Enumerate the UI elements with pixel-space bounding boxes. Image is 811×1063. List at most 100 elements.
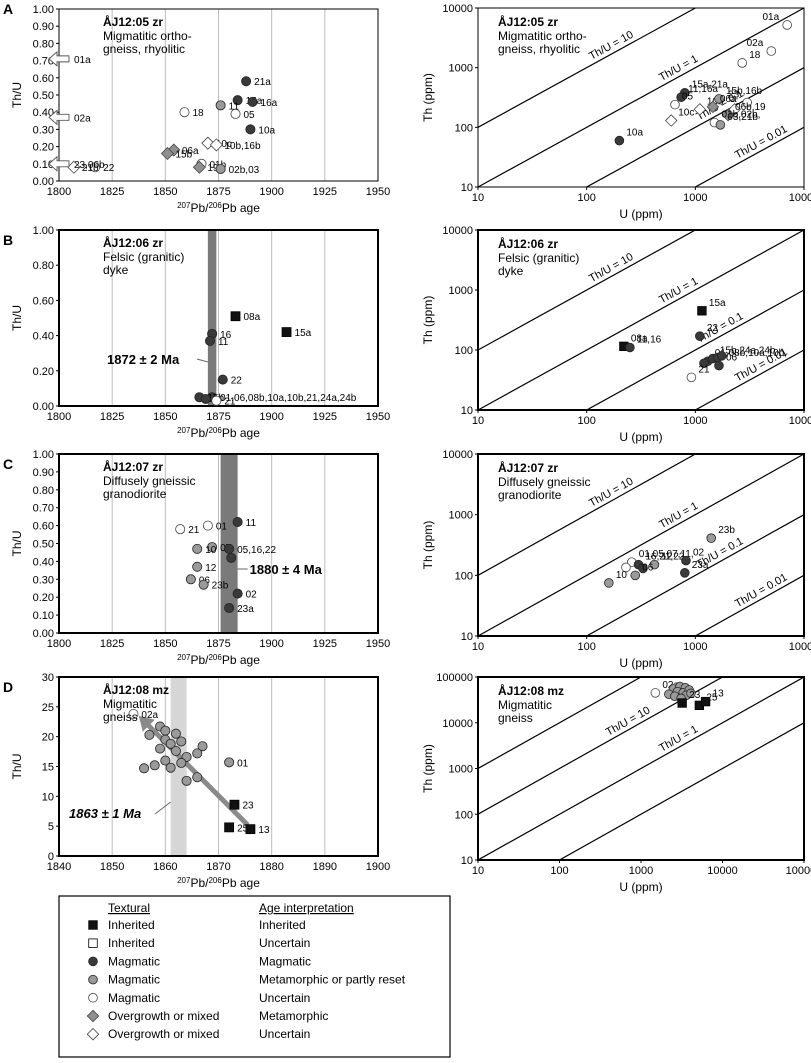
x-tick-label: 1925 bbox=[313, 638, 337, 650]
marker-circle-gray bbox=[160, 725, 171, 736]
ratio-lines bbox=[478, 230, 804, 410]
marker-circle-gray bbox=[176, 757, 187, 768]
y-tick-label: 1000 bbox=[449, 63, 473, 75]
ratio-line bbox=[694, 126, 804, 187]
y-tick-label: 100 bbox=[455, 809, 473, 821]
marker-circle-white bbox=[650, 688, 661, 698]
point-label: 01b,02b, bbox=[721, 110, 760, 121]
x-axis-label: U (ppm) bbox=[619, 880, 662, 894]
point-label: 06 bbox=[642, 562, 654, 573]
legend-row: Magmatic Uncertain bbox=[88, 991, 310, 1005]
y-tick-label: 10000 bbox=[442, 718, 473, 730]
point-label: 23a bbox=[692, 560, 709, 571]
y-axis-label: Th/U bbox=[10, 753, 24, 779]
trend-arrow-head bbox=[138, 715, 155, 732]
x-tick-label: 1850 bbox=[100, 861, 124, 873]
plot-frame bbox=[58, 676, 379, 857]
sample-description: Migmatitic ortho- bbox=[103, 29, 192, 43]
ratio-line bbox=[478, 677, 804, 860]
point-label: 02 bbox=[246, 590, 258, 601]
point-label: 02a bbox=[141, 710, 158, 721]
point-label: 10 bbox=[205, 545, 217, 556]
marker-circle-white bbox=[766, 46, 777, 56]
ratio-label: Th/U = 10 bbox=[587, 475, 635, 509]
data-point bbox=[160, 755, 171, 766]
data-point: 10b,16b bbox=[209, 138, 261, 152]
x-tick-label: 1900 bbox=[259, 411, 283, 423]
ratio-line bbox=[694, 574, 804, 636]
y-axis-label: Th/U bbox=[10, 530, 24, 556]
legend-textural: Magmatic bbox=[108, 991, 160, 1005]
data-point: 23 bbox=[229, 799, 254, 812]
marker-circle-dark bbox=[224, 602, 235, 613]
sample-description: Felsic (granitic) bbox=[103, 250, 184, 264]
data-point bbox=[160, 725, 171, 736]
marker-circle-gray bbox=[215, 100, 226, 111]
sample-description: dyke bbox=[103, 263, 129, 277]
data-point: 05 bbox=[670, 92, 694, 110]
marker-square-black bbox=[88, 920, 98, 930]
point-label: 15b,16b bbox=[726, 86, 763, 97]
y-tick-label: 0.40 bbox=[33, 331, 54, 343]
point-label: 22 bbox=[103, 163, 115, 174]
y-tick-label: 100000 bbox=[436, 672, 473, 684]
point-label: 02 bbox=[693, 548, 705, 559]
point-label: 08a bbox=[244, 312, 261, 323]
x-tick-label: 1800 bbox=[47, 638, 71, 650]
y-axis-label: Th (ppm) bbox=[421, 744, 435, 793]
point-label: 05 bbox=[682, 92, 694, 103]
point-label: 13 bbox=[258, 825, 270, 836]
marker-circle-dark bbox=[638, 563, 648, 574]
marker-circle-gray bbox=[149, 760, 160, 771]
data-point: 10 bbox=[192, 543, 217, 556]
x-tick-label: 1825 bbox=[100, 411, 124, 423]
x-tick-label: 100 bbox=[577, 192, 595, 204]
ratio-label: Th/U = 0.01 bbox=[733, 571, 789, 610]
marker-diamond-white bbox=[664, 114, 678, 127]
data-point: 13 bbox=[245, 824, 270, 836]
marker-diamond-white bbox=[209, 138, 223, 152]
marker-circle-dark bbox=[695, 331, 705, 341]
point-label: 10a bbox=[626, 128, 643, 139]
marker-circle-gray bbox=[207, 542, 218, 553]
y-tick-label: 0 bbox=[48, 851, 54, 863]
marker-circle-gray bbox=[192, 561, 203, 572]
data-point: 21a bbox=[241, 76, 271, 88]
y-tick-label: 25 bbox=[42, 702, 54, 714]
legend-row: Magmatic Metamorphic or partly reset bbox=[88, 973, 406, 987]
y-tick-label: 1.00 bbox=[33, 225, 54, 237]
data-point: 12 bbox=[192, 561, 217, 574]
marker-diamond-gray bbox=[706, 100, 720, 114]
marker-diamond-white bbox=[67, 160, 81, 174]
marker-circle-white bbox=[202, 520, 213, 531]
sample-description: Diffusely gneissic bbox=[103, 474, 195, 488]
legend-textural: Overgrowth or mixed bbox=[108, 1027, 219, 1041]
data-point: 10a bbox=[245, 124, 276, 136]
marker-diamond-gray bbox=[721, 108, 735, 122]
data-point bbox=[165, 738, 176, 749]
sample-description: granodiorite bbox=[498, 488, 562, 502]
data-point: 05 bbox=[230, 108, 255, 121]
point-label: 11 bbox=[246, 518, 257, 529]
marker-circle-gray bbox=[604, 578, 614, 588]
x-tick-label: 1870 bbox=[206, 861, 230, 873]
marker-circle-gray bbox=[192, 748, 203, 759]
point-label: 21b bbox=[82, 163, 99, 174]
sample-description: Felsic (granitic) bbox=[498, 251, 579, 265]
point-label: 05,16,22 bbox=[237, 545, 276, 556]
legend-textural: Magmatic bbox=[108, 954, 160, 968]
data-point: 23b bbox=[198, 579, 229, 592]
sample-name: ÅJ12:07 zr bbox=[103, 459, 163, 474]
data-point: 21 bbox=[686, 364, 710, 383]
ratio-line bbox=[478, 8, 804, 187]
plot-frame bbox=[477, 453, 805, 637]
point-label: 22 bbox=[231, 376, 243, 387]
marker-circle-dark bbox=[714, 360, 724, 371]
x-tick-label: 10 bbox=[472, 192, 484, 204]
ratio-line bbox=[694, 349, 804, 410]
point-label: 23b bbox=[718, 525, 735, 536]
data-point: 06 bbox=[630, 562, 654, 581]
x-tick-label: 1800 bbox=[47, 411, 71, 423]
plot-frame bbox=[58, 229, 379, 407]
data-point bbox=[200, 393, 211, 404]
